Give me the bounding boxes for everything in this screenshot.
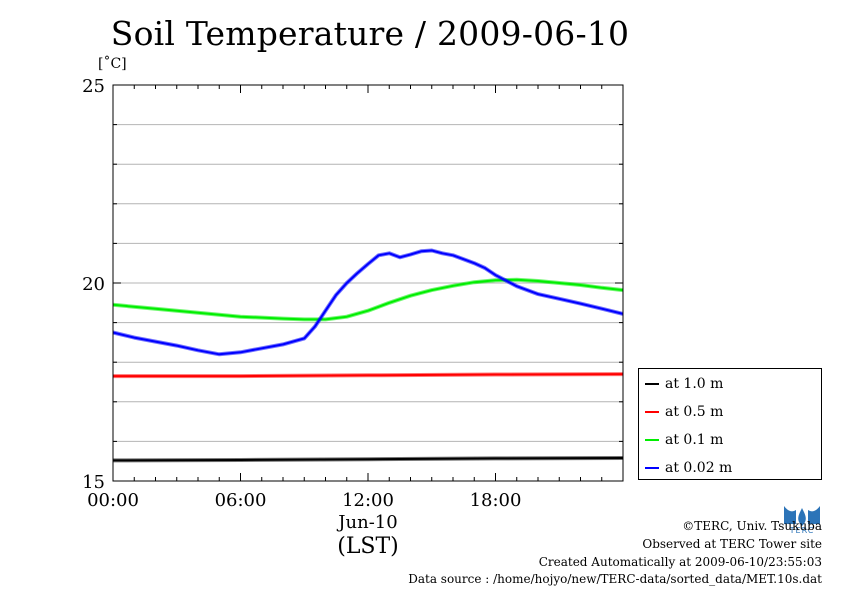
series-halo-3 [112,248,624,357]
x-date-label: Jun-10 [336,512,397,533]
x-tick-label: 18:00 [470,490,522,511]
legend-label-1m: at 1.0 m [665,376,724,392]
legend-item-0-1m: at 0.1 m [645,431,723,449]
series-line-1 [113,373,624,378]
logo-text: TERC [789,526,815,535]
legend: at 1.0 m at 0.5 m at 0.1 m at 0.02 m [638,368,822,480]
tick-labels: 00:00 06:00 12:00 18:00 15 20 25 Jun-10(LST) [82,76,521,559]
series-halo-2 [112,277,624,322]
series-line-3 [112,249,624,356]
legend-label-0-1m: at 0.1 m [665,432,724,448]
footer-copyright: ©TERC, Univ. Tsukuba [682,519,822,533]
series-line-0 [112,457,624,462]
series-line-2 [112,278,624,321]
terc-logo-icon [784,506,820,526]
footer-source: Data source : /home/hojyo/new/TERC-data/… [408,572,822,586]
legend-swatch-0-5m [645,411,659,413]
footer-observed: Observed at TERC Tower site [642,537,822,551]
legend-swatch-0-1m [645,439,659,441]
x-tick-label: 00:00 [87,490,139,511]
x-axis-label: (LST) [337,534,399,559]
y-tick-label: 20 [82,274,105,295]
legend-swatch-0-02m [645,467,659,469]
legend-label-0-02m: at 0.02 m [665,460,733,476]
y-axis-unit: [˚C] [98,56,127,72]
legend-item-1m: at 1.0 m [645,375,723,393]
x-tick-label: 12:00 [342,490,394,511]
y-tick-label: 25 [82,76,105,97]
chart-title: Soil Temperature / 2009-06-10 [110,14,630,53]
legend-swatch-1m [645,383,659,385]
legend-item-0-02m: at 0.02 m [645,459,732,477]
legend-label-0-5m: at 0.5 m [665,404,724,420]
x-tick-label: 06:00 [215,490,267,511]
grid-lines [113,124,623,442]
axis-ticks [112,84,624,482]
legend-item-0-5m: at 0.5 m [645,403,723,421]
y-tick-label: 15 [82,472,105,493]
series-lines [112,248,624,463]
footer-created: Created Automatically at 2009-06-10/23:5… [538,555,822,569]
